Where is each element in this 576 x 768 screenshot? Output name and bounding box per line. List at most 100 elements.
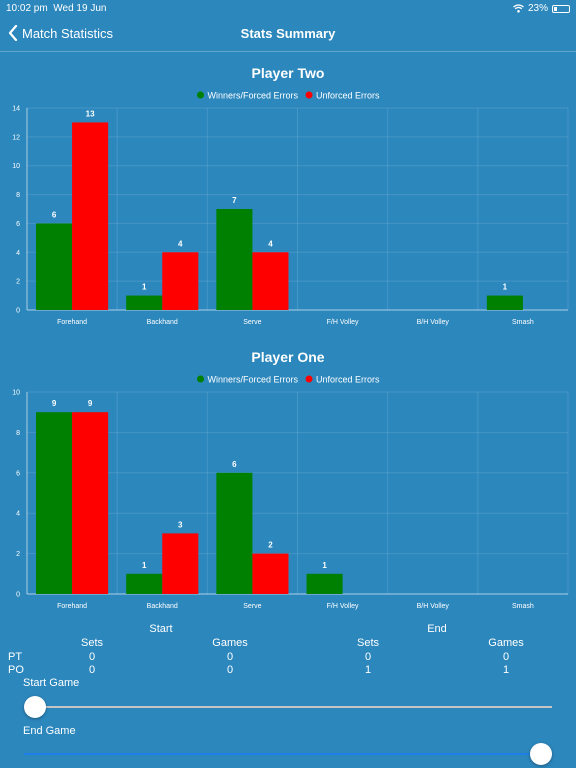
battery-icon	[552, 4, 570, 13]
chevron-left-icon	[8, 25, 18, 41]
bar-smash-winners-forced-errors	[486, 295, 523, 310]
bar-forehand-unforced-errors	[72, 412, 109, 594]
x-tick-label-backhand: Backhand	[147, 603, 178, 610]
player-one-chart-svg: Player One Winners/Forced Errors Unforced …	[12, 349, 569, 610]
x-tick-label-f-h-volley: F/H Volley	[327, 603, 359, 610]
status-bar: 10:02 pm Wed 19 Jun 23%	[0, 0, 576, 16]
y-tick-label: 8	[16, 192, 20, 199]
end-game-slider-fill	[24, 753, 541, 755]
bar-backhand-unforced-errors	[162, 533, 199, 594]
y-tick-label: 4	[16, 250, 20, 257]
bar-backhand-winners-forced-errors	[126, 573, 163, 594]
x-tick-label-forehand: Forehand	[57, 319, 87, 326]
end-game-slider-thumb[interactable]	[530, 743, 552, 765]
x-tick-label-f-h-volley: F/H Volley	[327, 319, 359, 326]
data-label-backhand-unforced-errors: 3	[178, 520, 183, 529]
pt-end-games: 0	[502, 651, 510, 663]
end-heading: End	[427, 623, 447, 635]
y-tick-label: 2	[16, 279, 20, 286]
po-start-games: 0	[226, 664, 234, 676]
bar-f-h-volley-winners-forced-errors	[306, 573, 343, 594]
data-label-backhand-winners-forced-errors: 1	[142, 283, 147, 292]
bar-serve-unforced-errors	[252, 252, 289, 310]
y-tick-label: 8	[16, 430, 20, 437]
data-label-serve-unforced-errors: 4	[268, 239, 273, 248]
bar-serve-winners-forced-errors	[216, 209, 253, 310]
legend-label-unforced-errors: Unforced Errors	[316, 375, 380, 385]
start-heading: Start	[149, 623, 173, 635]
po-end-games: 1	[502, 664, 510, 676]
x-tick-label-forehand: Forehand	[57, 603, 87, 610]
x-tick-label-serve: Serve	[243, 603, 261, 610]
x-tick-label-b-h-volley: B/H Volley	[417, 319, 450, 326]
y-tick-label: 12	[12, 134, 20, 141]
row-label-pt: PT	[8, 651, 23, 663]
row-label-po: PO	[8, 664, 24, 676]
bar-serve-unforced-errors	[252, 553, 289, 594]
y-tick-label: 10	[12, 163, 20, 170]
player-two-chart: Player Two Winners/Forced Errors Unforced …	[0, 56, 576, 336]
start-game-slider-thumb[interactable]	[24, 696, 46, 718]
pt-end-sets: 0	[364, 651, 372, 663]
y-tick-label: 2	[16, 551, 20, 558]
battery-percent: 23%	[527, 3, 548, 14]
x-tick-label-smash: Smash	[512, 319, 534, 326]
navigation-bar: Match Statistics Stats Summary	[0, 16, 576, 52]
legend-label-unforced-errors: Unforced Errors	[316, 91, 380, 101]
po-start-sets: 0	[88, 664, 96, 676]
legend-swatch-unforced-errors	[305, 375, 313, 383]
data-label-serve-winners-forced-errors: 6	[232, 460, 237, 469]
bar-forehand-winners-forced-errors	[36, 412, 73, 594]
status-right: 23%	[513, 3, 570, 14]
data-label-backhand-winners-forced-errors: 1	[142, 561, 147, 570]
chart-title: Player Two	[252, 65, 325, 81]
wifi-icon	[513, 4, 524, 13]
y-tick-label: 0	[16, 592, 20, 599]
x-tick-label-smash: Smash	[512, 603, 534, 610]
start-game-label: Start Game	[23, 677, 80, 689]
player-one-chart: Player One Winners/Forced Errors Unforced …	[0, 340, 576, 620]
y-tick-label: 6	[16, 470, 20, 477]
data-label-forehand-unforced-errors: 13	[86, 109, 95, 118]
data-label-forehand-winners-forced-errors: 6	[52, 210, 57, 219]
bar-serve-winners-forced-errors	[216, 472, 253, 594]
end-game-label: End Game	[23, 725, 76, 737]
data-label-forehand-unforced-errors: 9	[88, 399, 93, 408]
data-label-backhand-unforced-errors: 4	[178, 239, 183, 248]
chart-title: Player One	[251, 349, 324, 365]
data-label-f-h-volley-winners-forced-errors: 1	[322, 561, 327, 570]
y-tick-label: 0	[16, 308, 20, 315]
legend-swatch-winners-forced-errors	[197, 91, 204, 99]
bar-backhand-winners-forced-errors	[126, 295, 163, 310]
bar-forehand-winners-forced-errors	[36, 223, 73, 310]
status-time: 10:02 pm Wed 19 Jun	[6, 3, 107, 14]
y-tick-label: 14	[12, 106, 20, 113]
back-button[interactable]: Match Statistics	[8, 25, 113, 41]
y-tick-label: 4	[16, 511, 20, 518]
x-tick-label-backhand: Backhand	[147, 319, 178, 326]
legend-swatch-unforced-errors	[305, 91, 313, 99]
po-end-sets: 1	[364, 664, 372, 676]
end-games-header: Games	[488, 637, 524, 649]
start-sets-header: Sets	[80, 637, 104, 649]
x-tick-label-serve: Serve	[243, 319, 261, 326]
bar-forehand-unforced-errors	[72, 122, 109, 310]
start-game-slider-track[interactable]	[34, 706, 552, 708]
end-sets-header: Sets	[356, 637, 380, 649]
x-tick-label-b-h-volley: B/H Volley	[417, 603, 450, 610]
legend-label-winners-forced-errors: Winners/Forced Errors	[208, 91, 299, 101]
data-label-serve-unforced-errors: 2	[268, 541, 273, 550]
pt-start-sets: 0	[88, 651, 96, 663]
y-tick-label: 6	[16, 221, 20, 228]
data-label-smash-winners-forced-errors: 1	[503, 283, 508, 292]
data-label-serve-winners-forced-errors: 7	[232, 196, 237, 205]
back-button-label: Match Statistics	[22, 25, 114, 41]
legend-label-winners-forced-errors: Winners/Forced Errors	[208, 375, 299, 385]
start-games-header: Games	[212, 637, 248, 649]
legend-swatch-winners-forced-errors	[197, 375, 204, 383]
data-label-forehand-winners-forced-errors: 9	[52, 399, 57, 408]
player-two-chart-svg: Player Two Winners/Forced Errors Unforced …	[12, 65, 569, 326]
bar-backhand-unforced-errors	[162, 252, 199, 310]
pt-start-games: 0	[226, 651, 234, 663]
y-tick-label: 10	[12, 390, 20, 397]
